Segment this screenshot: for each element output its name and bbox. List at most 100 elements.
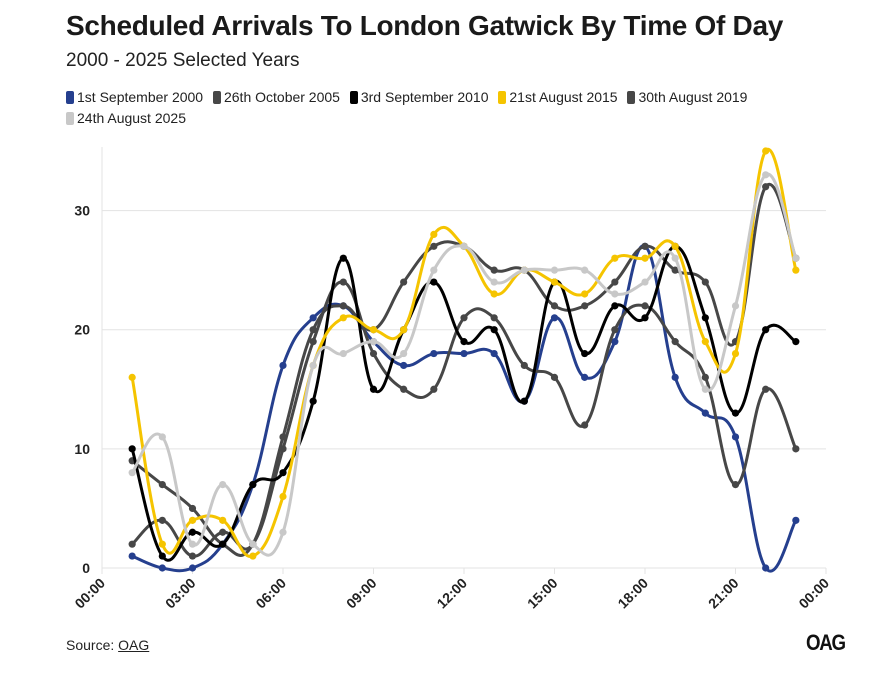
data-point[interactable] (611, 338, 619, 346)
data-point[interactable] (641, 242, 649, 250)
data-point[interactable] (490, 349, 498, 358)
data-point[interactable] (490, 290, 498, 298)
data-point[interactable] (339, 314, 347, 322)
data-point[interactable] (279, 528, 287, 536)
series-line[interactable] (130, 280, 798, 558)
data-point[interactable] (490, 266, 498, 274)
data-point[interactable] (550, 266, 559, 274)
legend-item-2005[interactable]: 26th October 2005 (212, 88, 340, 107)
data-point[interactable] (792, 254, 800, 262)
data-point[interactable] (400, 385, 408, 393)
series-line[interactable] (130, 244, 798, 573)
data-point[interactable] (671, 254, 679, 262)
data-point[interactable] (430, 242, 438, 250)
legend-item-2015[interactable]: 21st August 2015 (498, 88, 618, 107)
data-point[interactable] (188, 516, 197, 524)
data-point[interactable] (701, 373, 709, 381)
data-point[interactable] (219, 516, 227, 524)
data-point[interactable] (339, 302, 347, 310)
data-point[interactable] (249, 552, 257, 560)
data-point[interactable] (581, 373, 589, 381)
data-point[interactable] (128, 552, 136, 560)
data-point[interactable] (279, 361, 287, 370)
data-point[interactable] (369, 349, 378, 358)
data-point[interactable] (581, 421, 589, 429)
data-point[interactable] (158, 481, 166, 489)
data-point[interactable] (550, 314, 559, 322)
data-point[interactable] (550, 302, 559, 310)
data-point[interactable] (158, 433, 166, 441)
data-point[interactable] (762, 326, 770, 334)
data-point[interactable] (641, 314, 649, 322)
legend-item-2000[interactable]: 1st September 2000 (66, 88, 203, 107)
series-line[interactable] (130, 172, 798, 557)
data-point[interactable] (188, 504, 197, 513)
data-point[interactable] (400, 349, 408, 358)
data-point[interactable] (611, 290, 619, 298)
data-point[interactable] (339, 349, 347, 358)
data-point[interactable] (249, 481, 257, 489)
data-point[interactable] (460, 349, 468, 358)
data-point[interactable] (671, 266, 679, 274)
data-point[interactable] (762, 171, 770, 179)
data-point[interactable] (611, 254, 619, 262)
data-point[interactable] (128, 373, 136, 381)
data-point[interactable] (339, 278, 347, 286)
data-point[interactable] (611, 302, 619, 310)
data-point[interactable] (762, 147, 770, 155)
data-point[interactable] (188, 540, 197, 548)
data-point[interactable] (430, 278, 438, 286)
data-point[interactable] (490, 326, 498, 334)
data-point[interactable] (671, 373, 679, 381)
data-point[interactable] (641, 254, 649, 262)
data-point[interactable] (490, 314, 498, 322)
data-point[interactable] (792, 445, 800, 453)
data-point[interactable] (611, 326, 619, 334)
data-point[interactable] (430, 385, 438, 393)
data-point[interactable] (219, 540, 227, 548)
data-point[interactable] (641, 278, 649, 286)
data-point[interactable] (701, 314, 709, 322)
data-point[interactable] (520, 266, 528, 274)
data-point[interactable] (731, 349, 740, 358)
data-point[interactable] (309, 361, 317, 370)
data-point[interactable] (701, 338, 709, 346)
data-point[interactable] (400, 278, 408, 286)
data-point[interactable] (369, 338, 378, 346)
data-point[interactable] (581, 349, 589, 358)
data-point[interactable] (731, 302, 740, 310)
data-point[interactable] (701, 278, 709, 286)
data-point[interactable] (550, 278, 559, 286)
data-point[interactable] (188, 528, 197, 536)
data-point[interactable] (731, 409, 740, 417)
data-point[interactable] (671, 338, 679, 346)
data-point[interactable] (158, 540, 166, 548)
data-point[interactable] (731, 481, 740, 489)
data-point[interactable] (249, 540, 257, 548)
data-point[interactable] (128, 445, 136, 453)
data-point[interactable] (430, 266, 438, 274)
data-point[interactable] (309, 326, 317, 334)
data-point[interactable] (128, 540, 136, 548)
data-point[interactable] (188, 552, 197, 560)
data-point[interactable] (369, 385, 378, 393)
data-point[interactable] (400, 326, 408, 334)
data-point[interactable] (279, 492, 287, 501)
data-point[interactable] (520, 361, 528, 370)
data-point[interactable] (279, 433, 287, 441)
data-point[interactable] (158, 552, 166, 560)
data-point[interactable] (309, 338, 317, 346)
data-point[interactable] (792, 338, 800, 346)
data-point[interactable] (430, 230, 438, 238)
legend-item-2010[interactable]: 3rd September 2010 (349, 88, 489, 107)
data-point[interactable] (611, 278, 619, 286)
data-point[interactable] (430, 349, 438, 358)
data-point[interactable] (701, 385, 709, 393)
data-point[interactable] (581, 290, 589, 298)
data-point[interactable] (460, 242, 468, 250)
data-point[interactable] (460, 338, 468, 346)
data-point[interactable] (671, 242, 679, 250)
data-point[interactable] (762, 183, 770, 191)
source-link[interactable]: OAG (118, 637, 150, 653)
data-point[interactable] (400, 361, 408, 370)
